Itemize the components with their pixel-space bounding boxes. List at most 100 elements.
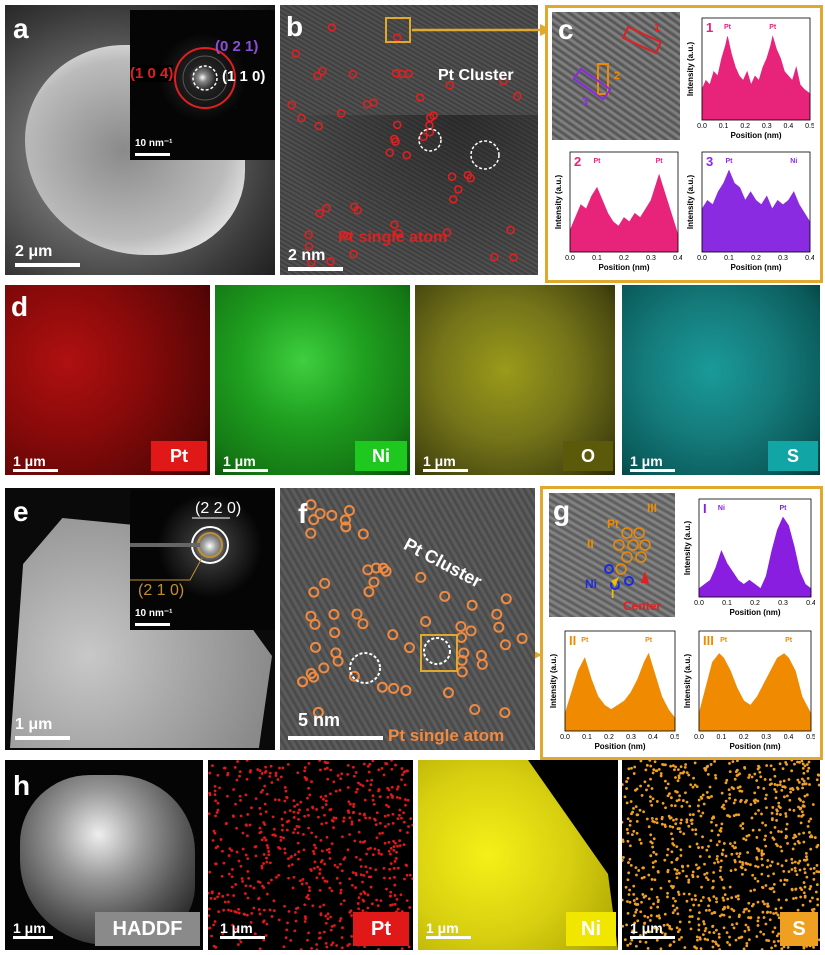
eds-dot xyxy=(387,805,391,809)
eds-dot xyxy=(690,897,694,901)
eds-dot xyxy=(795,873,799,877)
eds-dot xyxy=(797,781,801,784)
eds-dot xyxy=(773,944,777,948)
eds-dot xyxy=(790,857,794,861)
eds-dot xyxy=(747,776,751,779)
eds-dot xyxy=(352,805,355,808)
eds-dot xyxy=(208,907,211,911)
eds-dot xyxy=(391,821,395,825)
eds-dot xyxy=(796,760,799,764)
profile-marker: 1 xyxy=(706,20,713,35)
eds-dot xyxy=(325,835,329,839)
eds-dot xyxy=(301,878,305,881)
eds-dot xyxy=(809,847,813,851)
eds-dot xyxy=(674,822,678,826)
single-atom-marker xyxy=(499,639,511,651)
eds-dot xyxy=(703,872,707,876)
eds-dot xyxy=(799,821,803,825)
x-tick-label: 0.4 xyxy=(784,734,794,741)
eds-dot xyxy=(649,854,653,858)
single-atom-markers xyxy=(287,23,522,267)
eds-dot xyxy=(670,850,674,854)
eds-dot xyxy=(799,806,803,810)
eds-dot xyxy=(761,910,765,914)
eds-dot xyxy=(667,814,671,818)
panel-letter: g xyxy=(553,495,571,526)
eds-dot xyxy=(640,793,644,797)
eds-dot xyxy=(784,859,788,863)
single-atom-marker xyxy=(348,670,360,682)
eds-dot xyxy=(802,800,805,804)
eds-dot xyxy=(694,863,698,867)
eds-dot xyxy=(283,847,287,851)
eds-dot xyxy=(368,788,372,792)
eds-dot xyxy=(743,929,747,933)
scale-label: 1 μm xyxy=(15,716,53,733)
eds-dot xyxy=(798,859,802,863)
single-atom-marker xyxy=(306,258,316,267)
eds-dot xyxy=(656,927,660,931)
eds-dot xyxy=(649,764,653,768)
eds-dot xyxy=(366,893,370,897)
eds-dot xyxy=(307,761,311,765)
eds-dot xyxy=(786,945,790,949)
profile-marker: I xyxy=(703,501,707,516)
eds-dot xyxy=(262,886,266,890)
eds-dot xyxy=(642,875,646,879)
eds-dot xyxy=(230,875,234,879)
eds-dot xyxy=(330,889,334,893)
x-tick-label: 0.3 xyxy=(626,734,636,741)
eds-dot xyxy=(652,902,655,906)
eds-dot xyxy=(274,876,278,879)
peak-label: Pt xyxy=(656,158,664,165)
eds-dot xyxy=(240,877,244,880)
eds-dot xyxy=(724,781,728,785)
eds-dot xyxy=(373,847,377,851)
eds-dot xyxy=(728,762,731,765)
panel-letter: e xyxy=(13,496,29,527)
eds-dot xyxy=(675,876,679,880)
eds-dot xyxy=(719,829,723,833)
eds-dot xyxy=(645,817,649,821)
panel-a: a (0 2 1) (1 1 0) 10 nm⁻¹ (1 0 4) 2 μm xyxy=(5,5,275,275)
single-atom-marker xyxy=(370,562,382,574)
eds-dot xyxy=(758,828,761,832)
eds-dot xyxy=(703,937,707,941)
eds-dot xyxy=(347,800,351,804)
eds-dot xyxy=(359,840,362,844)
element-badge: HADDF xyxy=(95,912,200,946)
eds-dot xyxy=(649,914,653,917)
single-atom-marker xyxy=(499,707,511,719)
eds-dot xyxy=(311,904,315,908)
eds-dot xyxy=(339,891,343,895)
eds-dot xyxy=(730,786,734,789)
eds-dot xyxy=(387,788,391,792)
single-atom-marker xyxy=(319,577,331,589)
eds-dot xyxy=(715,900,718,904)
eds-dot xyxy=(697,928,701,932)
single-atom-marker xyxy=(351,608,363,620)
eds-dot xyxy=(748,773,751,777)
eds-dot xyxy=(362,840,365,844)
eds-dot xyxy=(324,941,328,945)
eds-dot xyxy=(706,764,710,768)
eds-dot xyxy=(806,824,810,828)
eds-dot xyxy=(672,818,675,822)
atom-markers xyxy=(604,527,651,590)
eds-dot xyxy=(730,896,734,900)
eds-dot xyxy=(714,776,718,780)
eds-dot xyxy=(362,890,366,894)
eds-dot xyxy=(260,772,264,775)
eds-dot xyxy=(797,832,801,836)
eds-dot xyxy=(769,887,773,891)
eds-dot xyxy=(717,935,721,939)
eds-dot xyxy=(730,852,734,856)
eds-dot xyxy=(687,824,691,828)
profile-marker: II xyxy=(569,633,576,648)
eds-dot xyxy=(634,866,638,870)
eds-dot xyxy=(334,816,338,820)
eds-dot xyxy=(721,896,725,900)
eds-dot xyxy=(283,851,287,855)
single-atom-marker xyxy=(305,610,317,622)
